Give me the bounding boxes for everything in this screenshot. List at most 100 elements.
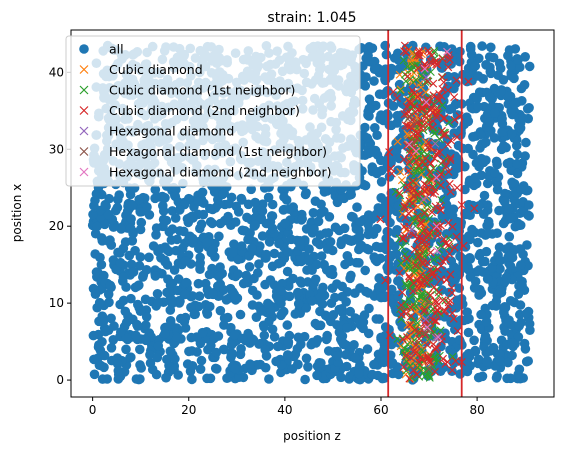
data-point — [350, 353, 361, 364]
data-point — [214, 231, 224, 242]
data-point — [97, 374, 108, 384]
data-point — [507, 350, 517, 361]
data-point — [167, 206, 178, 216]
data-point — [328, 310, 339, 320]
data-point — [444, 63, 453, 72]
data-point — [473, 71, 484, 81]
data-point — [420, 187, 429, 196]
data-point — [316, 358, 326, 368]
data-point — [477, 256, 488, 267]
data-point — [165, 305, 176, 315]
data-point — [505, 213, 516, 224]
data-point — [400, 201, 409, 210]
data-point — [184, 346, 194, 357]
data-point — [319, 259, 329, 270]
data-point — [484, 52, 495, 62]
data-point — [499, 196, 510, 207]
data-point — [409, 287, 417, 296]
data-point — [271, 356, 281, 367]
data-point — [267, 199, 278, 210]
data-point — [197, 327, 208, 338]
data-point — [515, 123, 526, 133]
chart-title: strain: 1.045 — [267, 10, 356, 26]
data-point — [324, 212, 335, 222]
data-point — [130, 245, 140, 256]
data-point — [417, 167, 426, 176]
data-point — [96, 360, 106, 371]
plot-frame — [70, 29, 555, 398]
data-point — [434, 333, 443, 342]
data-point — [512, 149, 523, 160]
data-point — [265, 275, 276, 285]
data-point — [421, 330, 430, 339]
data-point — [215, 262, 225, 272]
data-point — [258, 199, 268, 209]
data-point — [315, 230, 326, 240]
data-point — [310, 274, 321, 285]
data-point — [118, 295, 129, 306]
data-point — [454, 283, 465, 293]
data-point — [495, 86, 506, 97]
data-point — [355, 283, 365, 293]
data-point — [418, 279, 427, 288]
data-point — [464, 313, 474, 324]
data-point — [283, 337, 294, 348]
data-point — [229, 330, 240, 340]
data-point — [396, 342, 405, 351]
data-point — [404, 264, 413, 273]
data-point — [434, 356, 443, 365]
data-point — [384, 172, 395, 182]
data-point — [404, 167, 413, 176]
data-point — [135, 252, 146, 262]
data-point — [507, 337, 518, 348]
data-point — [492, 184, 503, 195]
legend-marker — [79, 85, 89, 95]
data-point — [267, 223, 278, 234]
data-point — [437, 141, 447, 151]
data-point — [171, 245, 181, 256]
data-point — [442, 162, 451, 171]
data-point — [377, 373, 388, 384]
data-point — [422, 114, 431, 123]
data-point — [416, 243, 425, 252]
data-point — [494, 205, 504, 216]
data-point — [444, 86, 452, 95]
data-point — [387, 358, 398, 368]
data-point — [447, 44, 457, 54]
data-point — [402, 281, 411, 290]
data-point — [421, 315, 430, 324]
data-point — [322, 333, 332, 344]
data-point — [193, 196, 203, 207]
data-point — [165, 346, 176, 357]
data-point — [106, 343, 117, 353]
data-point — [297, 214, 308, 224]
data-point — [423, 354, 432, 363]
data-point — [402, 254, 411, 263]
data-point — [230, 217, 241, 227]
data-point — [150, 184, 161, 195]
data-point — [431, 309, 440, 318]
data-point — [413, 261, 422, 270]
data-point — [202, 373, 212, 384]
data-point — [406, 303, 415, 312]
data-point — [486, 42, 496, 53]
data-point — [514, 321, 524, 331]
data-point — [312, 320, 323, 331]
data-point — [295, 236, 305, 246]
data-point — [269, 248, 280, 259]
data-point — [158, 201, 168, 211]
data-point — [500, 188, 510, 199]
data-point — [517, 96, 527, 106]
data-point — [442, 239, 451, 248]
data-point — [520, 151, 530, 161]
data-point — [160, 193, 170, 203]
data-point — [489, 108, 500, 118]
data-point — [151, 223, 162, 233]
y-tick-label: 20 — [49, 219, 64, 233]
data-point — [431, 367, 439, 376]
data-point — [176, 313, 186, 324]
data-point — [408, 199, 417, 208]
data-point — [438, 54, 447, 63]
data-point — [414, 64, 423, 73]
data-point — [235, 309, 246, 320]
